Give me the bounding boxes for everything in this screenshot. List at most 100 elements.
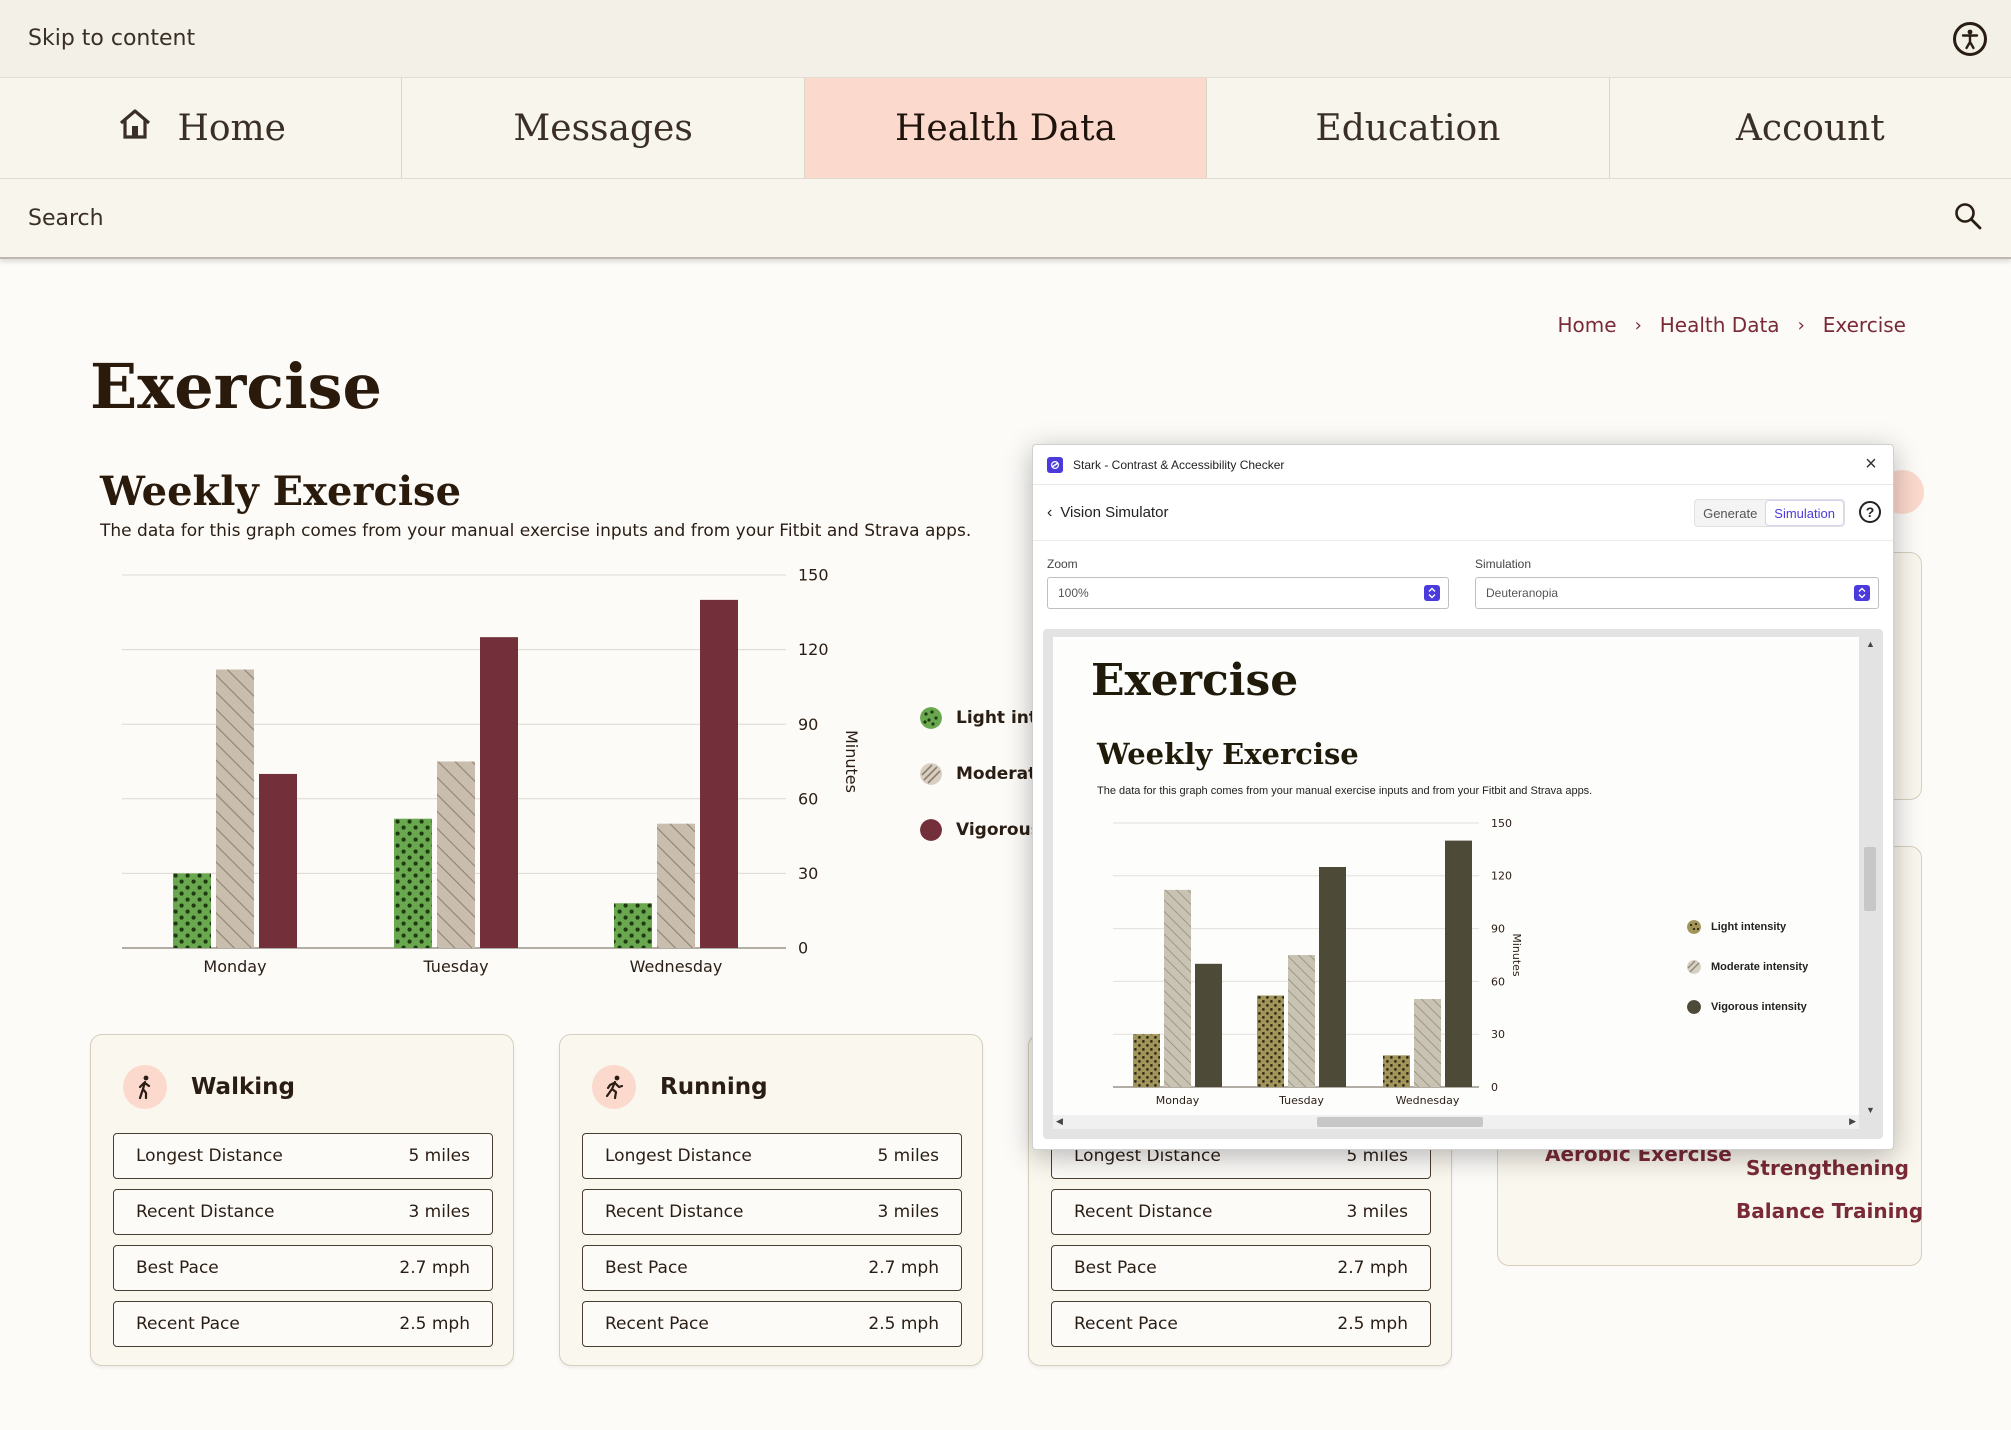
preview-swatch-moderate — [1687, 960, 1701, 974]
stat-value: 2.7 mph — [868, 1258, 939, 1278]
preview-horizontal-scrollbar[interactable]: ◀ ▶ — [1053, 1115, 1859, 1129]
nav-label-home: Home — [177, 107, 286, 149]
y-tick-label: 120 — [798, 640, 829, 659]
stat-row-best-pace: Best Pace 2.7 mph — [582, 1245, 962, 1291]
scroll-left-icon[interactable]: ◀ — [1056, 1116, 1063, 1126]
bar-light[interactable] — [394, 818, 432, 948]
legend-label-moderate: Moderate — [956, 764, 1048, 784]
bar-light[interactable] — [1383, 1055, 1410, 1087]
stat-label: Longest Distance — [136, 1146, 283, 1166]
bar-moderate[interactable] — [216, 669, 254, 948]
card-title: Walking — [191, 1074, 295, 1100]
nav-item-health-data[interactable]: Health Data — [804, 78, 1208, 178]
bar-vigorous[interactable] — [1195, 963, 1222, 1087]
education-link-balance[interactable]: Balance Training — [1736, 1199, 1924, 1223]
nav-item-account[interactable]: Account — [1610, 78, 2011, 178]
y-tick-label: 120 — [1491, 870, 1512, 883]
bar-light[interactable] — [1257, 995, 1284, 1087]
back-icon[interactable]: ‹ — [1047, 503, 1053, 521]
scrollbar-thumb[interactable] — [1864, 847, 1876, 911]
stat-value: 2.5 mph — [1337, 1314, 1408, 1334]
breadcrumb-home[interactable]: Home — [1557, 313, 1617, 337]
chevron-right-icon: › — [1797, 314, 1805, 336]
y-tick-label: 60 — [798, 789, 818, 808]
bar-moderate[interactable] — [1414, 999, 1441, 1087]
stat-row-recent-distance: Recent Distance 3 miles — [582, 1189, 962, 1235]
bar-vigorous[interactable] — [700, 599, 738, 948]
stark-app-title: Stark - Contrast & Accessibility Checker — [1073, 457, 1285, 472]
bar-vigorous[interactable] — [480, 637, 518, 948]
stat-value: 2.5 mph — [868, 1314, 939, 1334]
bar-vigorous[interactable] — [1319, 867, 1346, 1087]
breadcrumb-exercise[interactable]: Exercise — [1822, 313, 1906, 337]
stat-label: Recent Pace — [136, 1314, 240, 1334]
accessibility-icon[interactable] — [1953, 22, 1987, 56]
running-icon — [592, 1065, 636, 1109]
stat-row-best-pace: Best Pace 2.7 mph — [1051, 1245, 1431, 1291]
breadcrumb-health-data[interactable]: Health Data — [1659, 313, 1780, 337]
y-tick-label: 60 — [1491, 975, 1505, 988]
nav-item-home[interactable]: Home — [0, 78, 403, 178]
bar-vigorous[interactable] — [259, 773, 297, 948]
search-bar — [0, 179, 2011, 259]
scroll-down-icon[interactable]: ▼ — [1866, 1105, 1875, 1115]
stat-value: 5 miles — [1346, 1146, 1408, 1166]
preview-legend-vigorous: Vigorous intensity — [1687, 987, 1808, 1027]
stark-mode-toggle: Generate Simulation — [1694, 499, 1845, 527]
legend-label-vigorous: Vigorous — [956, 820, 1041, 840]
education-link-strengthening[interactable]: Strengthening — [1746, 1156, 1909, 1180]
preview-legend-light: Light intensity — [1687, 907, 1808, 947]
nav-item-education[interactable]: Education — [1207, 78, 1610, 178]
stat-row-longest-distance: Longest Distance 5 miles — [582, 1133, 962, 1179]
stat-value: 2.5 mph — [399, 1314, 470, 1334]
bar-light[interactable] — [173, 873, 211, 948]
legend-swatch-light — [920, 707, 942, 729]
chart-subtitle: The data for this graph comes from your … — [100, 521, 972, 541]
nav-label-messages: Messages — [513, 107, 693, 149]
x-tick-label: Wednesday — [1396, 1094, 1460, 1107]
stark-titlebar: Stark - Contrast & Accessibility Checker… — [1033, 445, 1893, 485]
activity-card-walking: Walking Longest Distance 5 miles Recent D… — [90, 1034, 514, 1366]
search-input[interactable] — [28, 205, 1953, 231]
scroll-right-icon[interactable]: ▶ — [1849, 1116, 1856, 1126]
y-tick-label: 0 — [1491, 1081, 1498, 1094]
simulation-preview[interactable]: Exercise Weekly Exercise The data for th… — [1053, 637, 1859, 1121]
bar-light[interactable] — [1133, 1034, 1160, 1087]
nav-label-health-data: Health Data — [895, 107, 1117, 149]
tab-generate[interactable]: Generate — [1703, 505, 1758, 521]
stat-row-recent-pace: Recent Pace 2.5 mph — [113, 1301, 493, 1347]
chart-title: Weekly Exercise — [100, 468, 462, 515]
stat-label: Best Pace — [136, 1258, 219, 1278]
bar-moderate[interactable] — [657, 823, 695, 948]
bar-moderate[interactable] — [437, 761, 475, 949]
bar-vigorous[interactable] — [1445, 840, 1472, 1087]
simulation-select[interactable]: Deuteranopia — [1475, 577, 1879, 609]
skip-to-content-link[interactable]: Skip to content — [28, 26, 196, 51]
stat-value: 5 miles — [408, 1146, 470, 1166]
close-icon[interactable]: × — [1865, 453, 1877, 475]
card-header: Running — [592, 1065, 768, 1109]
stark-view-title: Vision Simulator — [1060, 504, 1169, 521]
search-icon[interactable] — [1953, 201, 1983, 235]
y-axis-label: Minutes — [1510, 933, 1523, 977]
x-tick-label: Wednesday — [630, 957, 723, 976]
simulation-value: Deuteranopia — [1486, 586, 1559, 600]
scroll-up-icon[interactable]: ▲ — [1866, 639, 1875, 649]
y-tick-label: 0 — [798, 939, 808, 958]
bar-light[interactable] — [614, 903, 652, 948]
bar-moderate[interactable] — [1164, 889, 1191, 1087]
stark-plugin-window: Stark - Contrast & Accessibility Checker… — [1032, 444, 1894, 1150]
help-icon[interactable]: ? — [1859, 501, 1881, 523]
legend-item-vigorous: Vigorous — [920, 802, 1049, 858]
scrollbar-thumb[interactable] — [1317, 1117, 1483, 1127]
nav-label-account: Account — [1735, 107, 1885, 149]
zoom-select[interactable]: 100% — [1047, 577, 1449, 609]
bar-moderate[interactable] — [1288, 955, 1315, 1087]
tab-simulation[interactable]: Simulation — [1765, 500, 1844, 526]
preview-page-title: Exercise — [1091, 655, 1299, 706]
preview-vertical-scrollbar[interactable]: ▲ ▼ — [1863, 637, 1876, 1121]
preview-exercise-chart: 0 30 60 90 120 150 Minutes Monday Tuesday Wednesd… — [1113, 817, 1523, 1107]
stat-row-recent-pace: Recent Pace 2.5 mph — [582, 1301, 962, 1347]
nav-item-messages[interactable]: Messages — [402, 78, 805, 178]
stat-label: Recent Pace — [605, 1314, 709, 1334]
